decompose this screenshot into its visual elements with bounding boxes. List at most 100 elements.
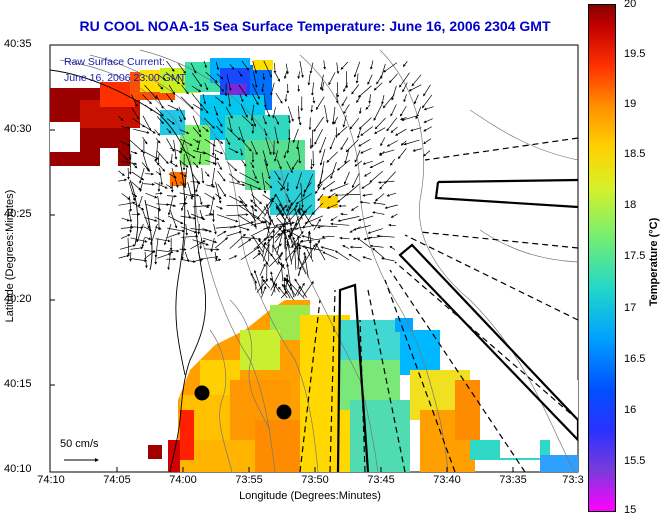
current-vector	[181, 237, 186, 260]
current-vector	[179, 202, 188, 205]
current-vector	[275, 195, 285, 211]
current-vector	[131, 162, 138, 169]
colorbar-tick: 15.5	[624, 455, 646, 467]
lat-tick: 40:20	[4, 293, 32, 305]
current-vector	[144, 251, 148, 269]
current-vector	[368, 94, 372, 104]
current-vector	[205, 71, 218, 83]
current-vector	[121, 126, 131, 130]
current-vector	[415, 106, 422, 120]
current-vector	[154, 216, 166, 222]
current-vector	[326, 204, 338, 209]
current-vector	[340, 137, 349, 151]
current-vector	[251, 126, 255, 134]
current-vector	[192, 239, 209, 246]
current-vector	[217, 183, 227, 197]
colorbar-tick: 19	[624, 98, 637, 110]
current-vector	[241, 159, 247, 167]
current-vector	[297, 71, 301, 80]
current-vector	[215, 81, 225, 92]
current-vector	[274, 170, 281, 181]
current-vector	[323, 60, 327, 70]
current-vector	[292, 128, 299, 143]
current-vector	[216, 73, 224, 80]
current-vector	[423, 84, 431, 97]
current-vector	[264, 220, 270, 234]
current-vector	[173, 139, 178, 160]
current-vector	[330, 161, 337, 180]
current-vector	[252, 60, 258, 74]
lat-tick: 40:30	[4, 123, 32, 135]
current-vector	[336, 159, 351, 171]
current-vector	[166, 184, 173, 189]
current-vector	[285, 242, 289, 252]
current-vector	[309, 62, 314, 74]
lat-tick: 40:10	[4, 463, 32, 475]
current-vector	[286, 138, 291, 154]
current-vector	[379, 183, 384, 190]
current-vector	[354, 160, 363, 167]
current-vector	[314, 128, 324, 145]
current-vector	[203, 60, 207, 69]
current-vector	[213, 223, 217, 235]
current-vector	[144, 236, 152, 240]
current-vector	[156, 73, 167, 81]
current-vector	[192, 115, 201, 133]
current-vector	[130, 226, 144, 229]
current-vector	[395, 128, 407, 136]
lat-tick: 40:35	[4, 38, 32, 50]
current-vector	[423, 106, 434, 111]
current-vector	[272, 107, 276, 119]
current-vector	[178, 74, 185, 86]
current-vector	[259, 263, 266, 276]
current-vector	[178, 63, 186, 74]
current-vector	[239, 137, 252, 152]
current-vector	[324, 104, 329, 124]
current-vector	[179, 172, 187, 177]
current-vector	[150, 223, 158, 246]
current-vector	[336, 82, 340, 98]
restricted-zones	[336, 178, 578, 472]
current-vector	[215, 205, 223, 210]
current-vector	[203, 255, 219, 260]
current-vector	[423, 126, 432, 132]
current-vector	[144, 217, 158, 222]
current-vector	[310, 104, 314, 113]
current-vector	[210, 167, 215, 187]
current-vector	[199, 195, 203, 206]
current-vector	[121, 160, 138, 166]
current-vector	[131, 258, 148, 262]
current-vector	[286, 263, 292, 287]
current-vector	[397, 148, 407, 160]
current-vector	[287, 234, 297, 248]
current-vector	[353, 61, 361, 78]
current-vector	[142, 136, 148, 145]
current-vector	[317, 170, 335, 187]
current-vector	[262, 150, 269, 167]
current-vector	[166, 232, 181, 239]
current-vector	[284, 94, 288, 103]
current-vector	[403, 94, 407, 103]
current-vector	[330, 222, 350, 226]
current-vector	[228, 147, 239, 154]
current-vector	[333, 116, 338, 125]
current-vector	[320, 246, 335, 251]
current-vector	[295, 193, 313, 205]
current-vector	[215, 193, 222, 200]
current-vector	[131, 181, 142, 191]
current-vector	[121, 193, 131, 200]
current-vector	[203, 118, 215, 129]
current-vector	[226, 74, 232, 91]
current-vector	[373, 82, 383, 91]
current-vector	[299, 237, 326, 243]
current-vector	[128, 209, 133, 223]
lon-tick: 74:00	[169, 474, 197, 486]
current-vector	[304, 215, 324, 224]
current-vector	[225, 137, 231, 146]
scale-label: 50 cm/s	[60, 438, 99, 450]
current-vector	[422, 150, 431, 157]
lon-tick: 73:3	[562, 474, 584, 486]
current-vector	[240, 246, 260, 261]
current-vector	[179, 129, 190, 134]
current-vector	[191, 85, 202, 92]
